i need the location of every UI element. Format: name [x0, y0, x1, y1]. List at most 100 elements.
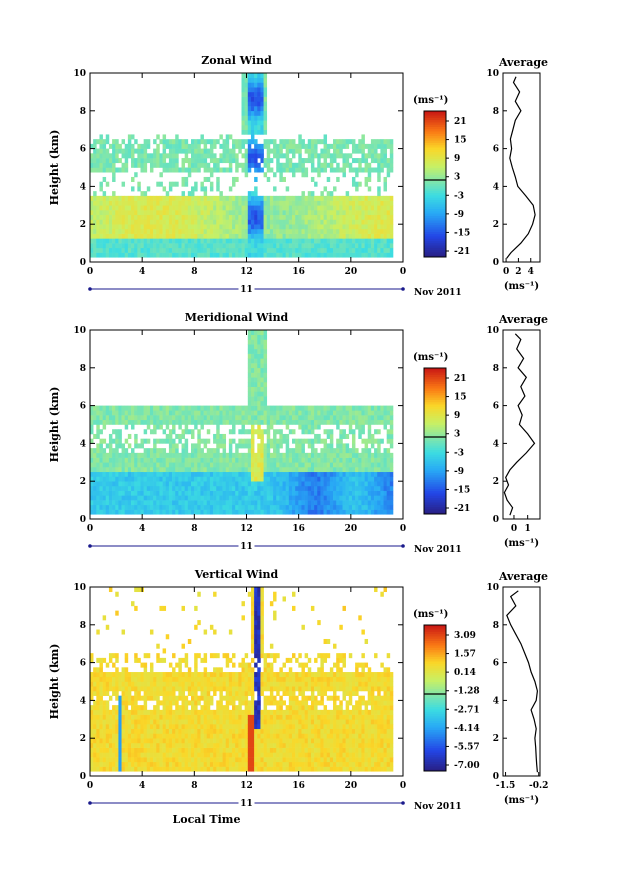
- heatmap-cell: [166, 686, 169, 691]
- heatmap-cell: [377, 410, 380, 415]
- colorbar-swatch: [424, 157, 446, 160]
- heatmap-cell: [260, 215, 263, 220]
- heatmap-cell: [371, 139, 374, 144]
- heatmap-cell: [267, 139, 270, 144]
- heatmap-cell: [368, 229, 371, 234]
- heatmap-cell: [175, 420, 178, 425]
- heatmap-cell: [182, 149, 185, 154]
- heatmap-cell: [125, 491, 128, 496]
- heatmap-cell: [118, 472, 121, 477]
- heatmap-cell: [305, 505, 308, 510]
- heatmap-cell: [134, 172, 137, 177]
- heatmap-cell: [99, 429, 102, 434]
- heatmap-cell: [172, 410, 175, 415]
- heatmap-cell: [251, 130, 254, 135]
- heatmap-cell: [301, 439, 304, 444]
- heatmap-cell: [298, 238, 301, 243]
- heatmap-cell: [339, 215, 342, 220]
- heatmap-cell: [377, 158, 380, 163]
- heatmap-cell: [295, 439, 298, 444]
- heatmap-cell: [109, 767, 112, 772]
- heatmap-cell: [314, 410, 317, 415]
- heatmap-cell: [175, 500, 178, 505]
- heatmap-cell: [191, 467, 194, 472]
- heatmap-cell: [301, 481, 304, 486]
- heatmap-cell: [251, 349, 254, 354]
- heatmap-cell: [311, 429, 314, 434]
- heatmap-cell: [147, 719, 150, 724]
- heatmap-cell: [103, 724, 106, 729]
- heatmap-cell: [286, 163, 289, 168]
- heatmap-cell: [365, 153, 368, 158]
- x-tick-label: 8: [191, 267, 197, 277]
- heatmap-cell: [194, 205, 197, 210]
- heatmap-cell: [109, 658, 112, 663]
- heatmap-cell: [118, 219, 121, 224]
- heatmap-cell: [197, 420, 200, 425]
- heatmap-cell: [251, 111, 254, 116]
- heatmap-cell: [175, 476, 178, 481]
- heatmap-cell: [251, 219, 254, 224]
- heatmap-cell: [141, 719, 144, 724]
- heatmap-cell: [380, 219, 383, 224]
- profile-title: Average: [498, 56, 548, 69]
- heatmap-cell: [213, 500, 216, 505]
- heatmap-cell: [156, 215, 159, 220]
- heatmap-cell: [178, 420, 181, 425]
- heatmap-cell: [232, 215, 235, 220]
- heatmap-cell: [112, 219, 115, 224]
- heatmap-cell: [137, 682, 140, 687]
- heatmap-cell: [144, 248, 147, 253]
- heatmap-cell: [267, 234, 270, 239]
- heatmap-cell: [172, 462, 175, 467]
- colorbar-swatch: [424, 227, 446, 230]
- heatmap-cell: [311, 439, 314, 444]
- heatmap-cell: [248, 377, 251, 382]
- heatmap-cell: [346, 462, 349, 467]
- heatmap-cell: [279, 224, 282, 229]
- heatmap-cell: [163, 658, 166, 663]
- heatmap-cell: [248, 229, 251, 234]
- heatmap-cell: [93, 682, 96, 687]
- heatmap-cell: [279, 219, 282, 224]
- heatmap-cell: [223, 453, 226, 458]
- heatmap-cell: [311, 205, 314, 210]
- colorbar-swatch: [424, 491, 446, 494]
- heatmap-cell: [150, 710, 153, 715]
- heatmap-cell: [248, 196, 251, 201]
- heatmap-cell: [134, 453, 137, 458]
- heatmap-cell: [197, 163, 200, 168]
- heatmap-cell: [384, 248, 387, 253]
- heatmap-cell: [163, 472, 166, 477]
- heatmap-cell: [115, 243, 118, 248]
- heatmap-cell: [245, 500, 248, 505]
- heatmap-cell: [213, 491, 216, 496]
- heatmap-cell: [169, 205, 172, 210]
- x-tick-label: 16: [292, 267, 305, 277]
- heatmap-cell: [276, 158, 279, 163]
- heatmap-cell: [260, 339, 263, 344]
- heatmap-cell: [175, 462, 178, 467]
- heatmap-cell: [257, 358, 260, 363]
- heatmap-cell: [330, 472, 333, 477]
- heatmap-cell: [144, 696, 147, 701]
- heatmap-cell: [210, 219, 213, 224]
- heatmap-cell: [301, 229, 304, 234]
- heatmap-cell: [147, 201, 150, 206]
- heatmap-cell: [156, 134, 159, 139]
- heatmap-cell: [153, 458, 156, 463]
- heatmap-cell: [159, 729, 162, 734]
- heatmap-cell: [122, 149, 125, 154]
- heatmap-cell: [134, 234, 137, 239]
- heatmap-cell: [197, 453, 200, 458]
- colorbar-swatch: [424, 430, 446, 433]
- heatmap-cell: [371, 453, 374, 458]
- heatmap-cell: [257, 410, 260, 415]
- heatmap-cell: [248, 101, 251, 106]
- heatmap-cell: [374, 253, 377, 258]
- heatmap-cell: [248, 144, 251, 149]
- heatmap-cell: [219, 158, 222, 163]
- heatmap-cell: [267, 420, 270, 425]
- heatmap-cell: [251, 443, 254, 448]
